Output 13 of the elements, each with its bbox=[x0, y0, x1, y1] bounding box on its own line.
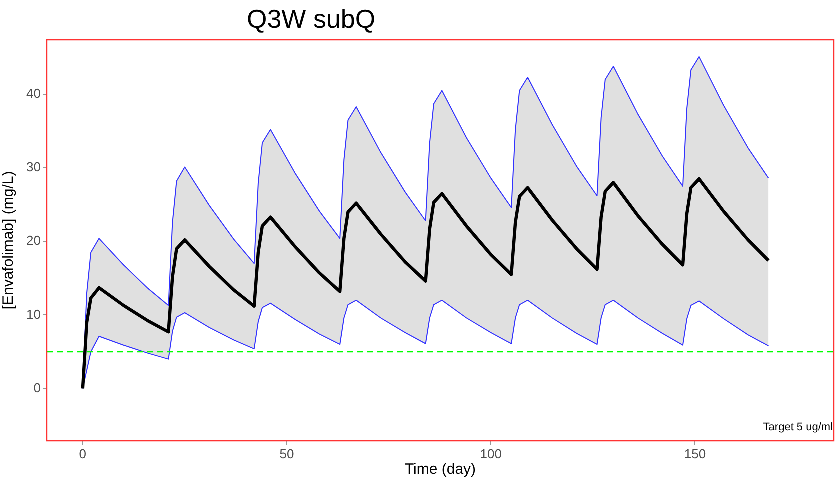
y-tick-label: 0 bbox=[34, 380, 41, 396]
y-tick-label: 30 bbox=[26, 160, 41, 175]
y-tick-label: 20 bbox=[26, 233, 41, 248]
x-axis-title: Time (day) bbox=[404, 461, 476, 478]
x-tick-label: 0 bbox=[79, 446, 87, 462]
y-tick-label: 40 bbox=[26, 86, 41, 102]
chart-title: Q3W subQ bbox=[247, 4, 376, 35]
y-axis-title: [Envafolimab] (mg/L) bbox=[0, 171, 18, 310]
y-tick-label: 10 bbox=[26, 306, 41, 322]
x-tick-label: 50 bbox=[280, 446, 294, 462]
x-tick-label: 150 bbox=[684, 446, 706, 462]
x-tick-label: 100 bbox=[480, 446, 502, 462]
annotation: Target 5 ug/ml bbox=[763, 422, 833, 434]
